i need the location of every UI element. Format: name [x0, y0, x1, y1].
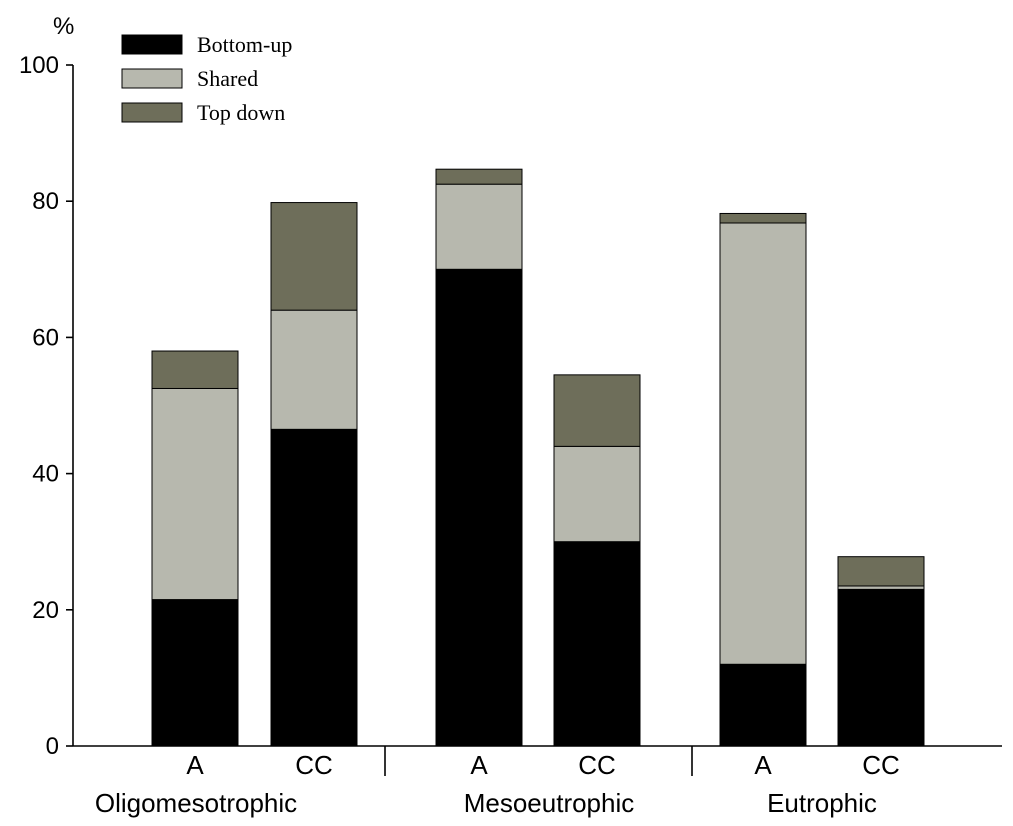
x-tick-label: A: [754, 750, 772, 780]
y-tick-label: 40: [32, 461, 59, 488]
y-axis-label: %: [53, 13, 74, 40]
group-label: Eutrophic: [767, 788, 877, 818]
bar-segment-top-down: [270, 202, 358, 311]
y-tick-label: 100: [19, 52, 59, 79]
bar-segment-top-down: [837, 556, 925, 587]
bar-segment-top-down: [553, 374, 641, 447]
bar-segment-bottom-up: [837, 588, 925, 747]
bar-segment-top-down: [719, 212, 807, 224]
bars: [151, 168, 925, 747]
bar-segment-bottom-up: [719, 663, 807, 747]
x-tick-label: CC: [578, 750, 616, 780]
legend-label: Shared: [197, 66, 258, 91]
legend-swatch: [121, 68, 183, 89]
bar-segment-bottom-up: [435, 268, 523, 747]
y-tick-label: 60: [32, 324, 59, 351]
x-tick-label: CC: [862, 750, 900, 780]
legend-label: Top down: [197, 100, 285, 125]
bar-segment-top-down: [435, 168, 523, 185]
bar-segment-shared: [719, 222, 807, 665]
bar-segment-shared: [435, 183, 523, 270]
group-label: Oligomesotrophic: [95, 788, 297, 818]
bar-segment-shared: [151, 387, 239, 601]
category-labels: A CC A CC A CC Oligomesotrophic Mesoeutrophic Eu…: [95, 750, 900, 818]
y-tick-label: 0: [46, 733, 59, 760]
bar-segment-shared: [270, 309, 358, 430]
legend: Bottom-up Shared Top down: [121, 32, 292, 125]
bar-segment-shared: [553, 445, 641, 543]
x-tick-label: A: [470, 750, 488, 780]
legend-swatch: [121, 102, 183, 123]
bar-segment-shared: [837, 585, 925, 590]
y-tick-label: 80: [32, 188, 59, 215]
bar-segment-bottom-up: [270, 428, 358, 747]
bar-segment-bottom-up: [151, 599, 239, 747]
x-tick-label: CC: [295, 750, 333, 780]
legend-swatch: [121, 34, 183, 55]
x-tick-label: A: [186, 750, 204, 780]
bar-segment-bottom-up: [553, 541, 641, 747]
group-label: Mesoeutrophic: [464, 788, 635, 818]
y-tick-label: 20: [32, 597, 59, 624]
bar-segment-top-down: [151, 350, 239, 389]
legend-label: Bottom-up: [197, 32, 292, 57]
